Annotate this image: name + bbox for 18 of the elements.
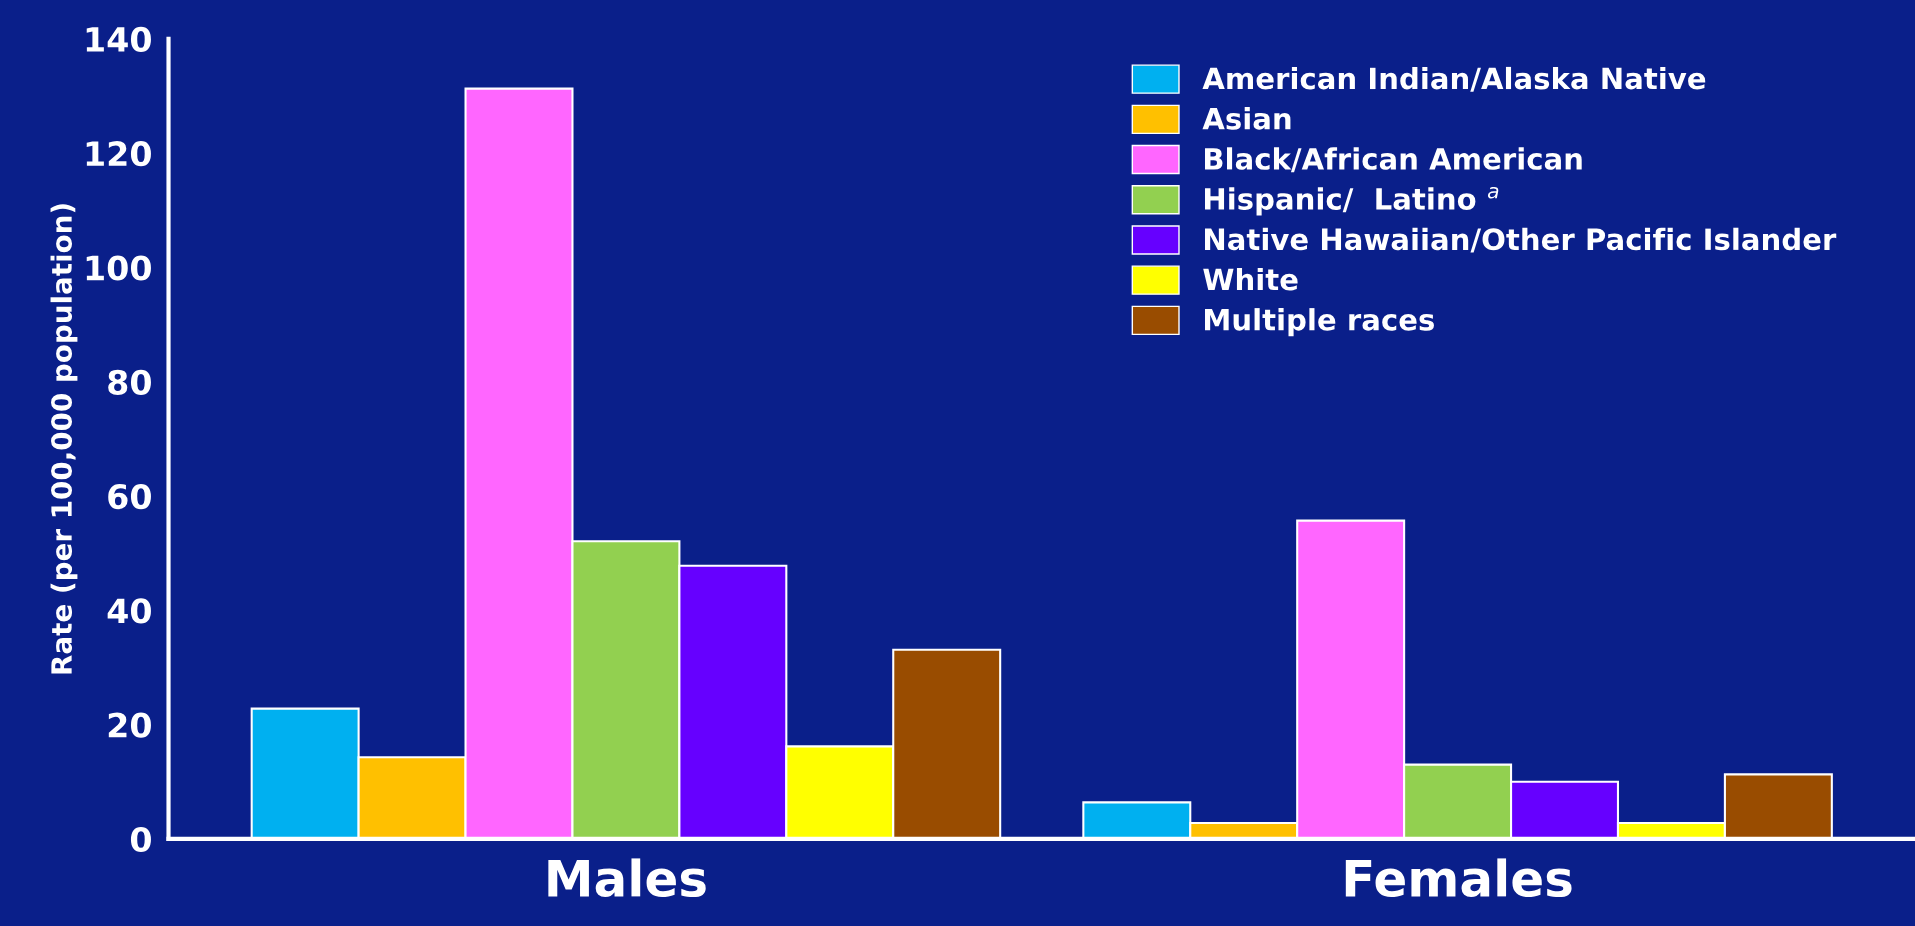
y-tick-label: 40 (107, 598, 151, 624)
legend-label: Hispanic/ Latino $^{a}$ (1205, 186, 1499, 216)
y-tick-label: 120 (86, 141, 151, 167)
y-tick-label: 100 (86, 255, 151, 281)
legend-label: Native Hawaiian/Other Pacific Islander (1205, 227, 1837, 253)
x-tick-label: Males (548, 858, 706, 898)
y-tick-label: 0 (130, 826, 151, 853)
legend-label: Asian (1202, 107, 1291, 130)
legend-label: Black/African American (1205, 147, 1582, 173)
y-tick-label: 60 (108, 484, 151, 510)
legend-label: American Indian/Alaska Native (1202, 66, 1706, 92)
y-tick-label: 140 (86, 26, 151, 53)
y-axis-title: Rate (per 100,000 population) (50, 204, 78, 674)
legend-label: White (1203, 267, 1298, 291)
legend-label: Multiple races (1205, 308, 1434, 337)
y-tick-label: 80 (108, 369, 151, 395)
x-tick-label: Females (1345, 858, 1572, 898)
y-tick-label: 20 (108, 712, 151, 738)
